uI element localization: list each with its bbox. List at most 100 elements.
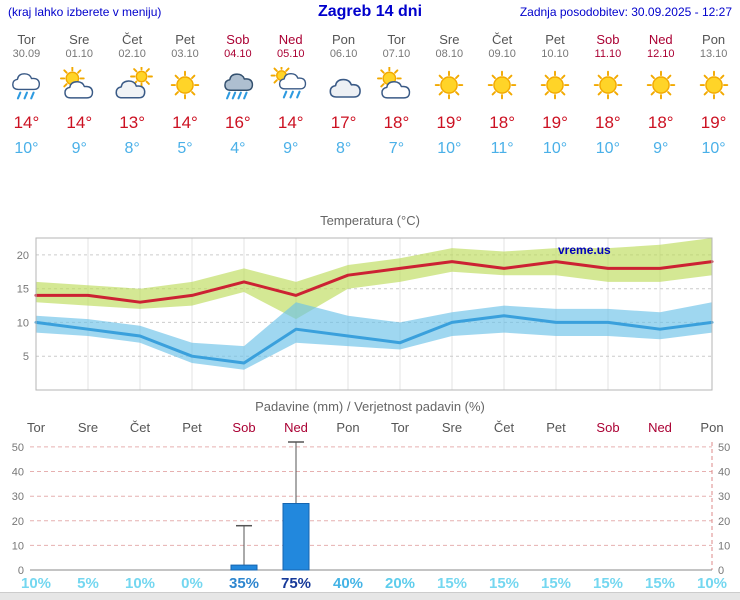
day-column-2[interactable]: Sre 01.10 14° 9° (53, 28, 106, 178)
low-temperature: 10° (14, 140, 39, 157)
y-tick-label: 0 (718, 565, 724, 577)
day-column-4[interactable]: Pet 03.10 14° 5° (159, 28, 212, 178)
rain-icon (5, 67, 47, 105)
precip-day-label: Pon (336, 420, 360, 435)
precip-probability: 10% (696, 575, 728, 592)
precipitation-probability-row: 10% 5% 10% 0% 35% 75% 40% 20% 15% 15% 15% 15% 15% 10% (0, 575, 740, 593)
last-update-label: Zadnja posodobitev: 30.09.2025 - 12:27 (519, 5, 732, 19)
day-name: Čet (122, 32, 143, 47)
forecast-day-strip: Tor 30.09 14° 10° Sre 01.10 14° 9° Čet 02.10 13° 8°… (0, 28, 740, 178)
y-tick-label: 20 (12, 516, 24, 528)
day-column-3[interactable]: Čet 02.10 13° 8° (106, 28, 159, 178)
y-tick-label: 10 (17, 317, 29, 329)
precip-day-label: Pon (700, 420, 724, 435)
precip-day-label: Ned (284, 420, 308, 435)
day-date: 06.10 (329, 48, 358, 60)
day-column-10[interactable]: Čet 09.10 18° 11° (476, 28, 529, 178)
precip-bar (282, 503, 310, 571)
precip-day-label: Tor (26, 420, 46, 435)
precip-probability: 5% (77, 575, 99, 592)
precip-day-label: Tor (390, 420, 410, 435)
day-date: 12.10 (646, 48, 675, 60)
precip-probability: 15% (644, 575, 676, 592)
sun-icon (481, 67, 523, 105)
day-date: 11.10 (594, 48, 622, 60)
precip-probability: 20% (384, 575, 416, 592)
low-temperature: 10° (437, 140, 462, 157)
day-column-12[interactable]: Sob 11.10 18° 10° (581, 28, 634, 178)
day-column-7[interactable]: Pon 06.10 17° 8° (317, 28, 370, 178)
precip-day-label: Čet (493, 420, 515, 435)
low-temperature: 10° (542, 140, 568, 157)
band-min-range (36, 302, 712, 370)
day-column-1[interactable]: Tor 30.09 14° 10° (0, 28, 53, 178)
band-max-range (36, 238, 712, 320)
day-name: Pon (702, 32, 726, 47)
low-temperature: 8° (335, 140, 352, 157)
mostly-cloudy-icon (111, 65, 154, 105)
y-tick-label: 50 (12, 442, 24, 454)
day-name: Sre (69, 32, 90, 47)
precip-day-label: Pet (546, 420, 566, 435)
day-column-8[interactable]: Tor 07.10 18° 7° (370, 28, 423, 178)
precip-probability: 35% (228, 575, 260, 592)
day-column-5[interactable]: Sob 04.10 16° 4° (211, 28, 264, 178)
day-name: Sre (439, 32, 460, 47)
low-temperature: 10° (595, 140, 620, 157)
high-temperature: 13° (119, 113, 145, 132)
precip-bar (230, 564, 258, 571)
low-temperature: 10° (701, 140, 726, 157)
day-name: Ned (278, 32, 303, 47)
day-column-6[interactable]: Ned 05.10 14° 9° (264, 28, 317, 178)
day-column-13[interactable]: Ned 12.10 18° 9° (634, 28, 687, 178)
precip-probability: 10% (20, 575, 52, 592)
y-tick-label: 40 (718, 467, 730, 479)
precip-day-label: Sob (596, 420, 620, 435)
day-column-14[interactable]: Pon 13.10 19° 10° (687, 28, 740, 178)
high-temperature: 18° (595, 113, 621, 132)
day-column-9[interactable]: Sre 08.10 19° 10° (423, 28, 476, 178)
day-name: Sob (596, 32, 620, 47)
high-temperature: 16° (225, 113, 251, 132)
high-temperature: 18° (647, 113, 674, 132)
precip-day-label: Pet (182, 420, 202, 435)
y-tick-label: 30 (12, 491, 24, 503)
precip-probability: 15% (540, 575, 572, 592)
day-name: Čet (492, 32, 513, 47)
day-date: 01.10 (65, 48, 94, 60)
page-header: (kraj lahko izberete v meniju) Zagreb 14… (0, 0, 740, 26)
day-date: 13.10 (699, 48, 728, 60)
low-temperature: 7° (388, 140, 405, 157)
y-tick-label: 40 (12, 467, 24, 479)
sun-icon (587, 67, 629, 105)
day-date: 08.10 (435, 48, 464, 60)
sun-icon (428, 67, 470, 105)
day-name: Pet (175, 32, 195, 47)
y-tick-label: 10 (12, 540, 24, 552)
low-temperature: 8° (124, 140, 140, 157)
high-temperature: 14° (277, 113, 304, 132)
heavy-rain-icon (217, 67, 259, 105)
precipitation-chart-title: Padavine (mm) / Verjetnost padavin (%) (255, 399, 485, 414)
day-date: 10.10 (541, 48, 569, 60)
low-temperature: 4° (230, 140, 246, 157)
sun-icon (640, 67, 682, 105)
y-tick-label: 50 (718, 442, 730, 454)
precip-day-label: Sre (441, 420, 463, 435)
precip-probability: 0% (181, 575, 203, 592)
day-date: 05.10 (276, 48, 305, 60)
day-name: Ned (648, 32, 673, 47)
y-tick-label: 15 (17, 284, 29, 296)
precip-day-label: Sob (232, 420, 256, 435)
bottom-bar (0, 592, 740, 600)
high-temperature: 17° (330, 113, 357, 132)
high-temperature: 19° (542, 113, 568, 132)
sun-icon (534, 67, 576, 105)
day-name: Pet (545, 32, 565, 47)
day-column-11[interactable]: Pet 10.10 19° 10° (529, 28, 582, 178)
day-date: 02.10 (118, 48, 146, 60)
day-name: Tor (17, 32, 36, 47)
precip-day-label: Čet (129, 420, 151, 435)
day-date: 04.10 (224, 48, 252, 60)
precip-probability: 15% (436, 575, 468, 592)
